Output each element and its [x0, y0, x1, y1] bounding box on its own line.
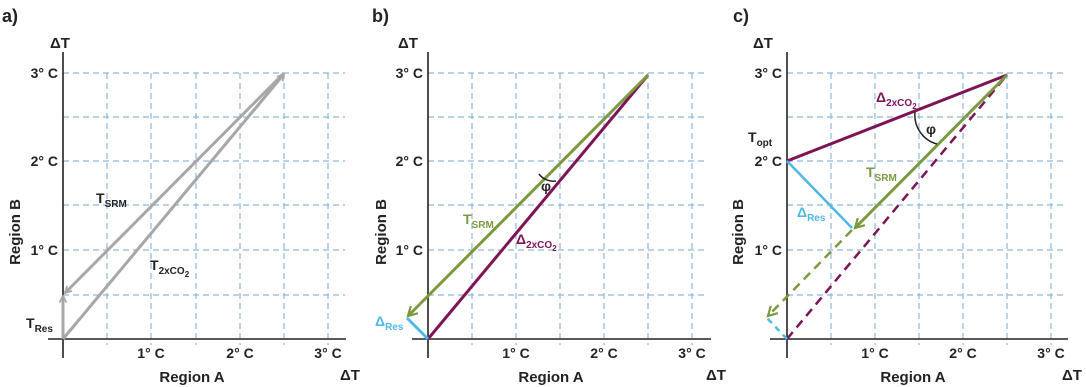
- delta2xco2-vector-b: [426, 74, 650, 340]
- x-axis-end-label-b: ΔT: [706, 367, 726, 384]
- y-tick-label: 2° C: [31, 153, 58, 169]
- tsrm-vector-b: [408, 73, 650, 316]
- delta2xco2-dashed-c: [786, 74, 1008, 340]
- panel-a: a) ΔT ΔT Region B Region A 1° C 2° C 3° …: [2, 6, 360, 386]
- tsrm-vector-c: [855, 73, 1009, 228]
- y-tick-label: 3° C: [755, 65, 782, 81]
- tsrm-label-b: TSRM: [463, 211, 494, 231]
- x-axis-title-a: Region A: [159, 369, 224, 386]
- y-tick-label: 2° C: [755, 153, 782, 169]
- topt-label-c: Topt: [748, 129, 773, 149]
- tsrm-label-c: TSRM: [866, 164, 897, 184]
- t2xco2-vector-a: [61, 74, 284, 340]
- x-tick-label: 2° C: [226, 345, 253, 361]
- tsrm-vector-a: [65, 71, 286, 293]
- y-axis-title-a: Region B: [7, 199, 24, 265]
- tres-label-a: TRes: [26, 315, 53, 335]
- delta2xco2-label-c: Δ2xCO2: [876, 89, 917, 111]
- angle-arc-c: [914, 111, 938, 145]
- deltares-label-c: ΔRes: [797, 204, 826, 224]
- x-tick-label: 2° C: [590, 345, 617, 361]
- panel-label-b: b): [372, 6, 389, 26]
- x-ticks-c: 1° C 2° C 3° C: [861, 345, 1064, 361]
- panel-label-c: c): [733, 6, 749, 26]
- x-tick-label: 1° C: [502, 345, 529, 361]
- x-tick-label: 3° C: [678, 345, 705, 361]
- y-ticks-c: 1° C 2° C 3° C: [755, 65, 782, 258]
- x-axis-title-c: Region A: [880, 369, 945, 386]
- y-tick-label: 1° C: [755, 242, 782, 258]
- x-tick-label: 3° C: [314, 345, 341, 361]
- panel-c: c) ΔT ΔT Region B Region A 1° C 2° C 3° …: [730, 6, 1082, 386]
- x-axis-title-b: Region A: [518, 369, 583, 386]
- y-tick-label: 3° C: [396, 65, 423, 81]
- grid-c: [787, 72, 1067, 345]
- t2xco2-label-a: T2xCO2: [150, 257, 190, 279]
- y-axis-top-label-a: ΔT: [50, 35, 70, 52]
- angle-label-c: φ: [926, 121, 936, 137]
- y-axis-top-label-b: ΔT: [398, 35, 418, 52]
- y-tick-label: 1° C: [31, 242, 58, 258]
- x-tick-label: 3° C: [1037, 345, 1064, 361]
- grid-b: [428, 72, 708, 345]
- x-axis-end-label-c: ΔT: [1062, 367, 1082, 384]
- x-axis-end-label-a: ΔT: [340, 367, 360, 384]
- y-tick-label: 2° C: [396, 153, 423, 169]
- y-tick-label: 3° C: [31, 65, 58, 81]
- deltares-vector-b: [405, 316, 430, 341]
- angle-label-b: φ: [541, 178, 551, 194]
- delta2xco2-label-b: Δ2xCO2: [516, 231, 557, 253]
- x-ticks-a: 1° C 2° C 3° C: [137, 345, 341, 361]
- deltares-vector-c: [786, 160, 853, 229]
- deltares-label-b: ΔRes: [375, 313, 404, 333]
- y-tick-label: 1° C: [396, 242, 423, 258]
- y-axis-top-label-c: ΔT: [753, 35, 773, 52]
- panel-label-a: a): [2, 6, 18, 26]
- y-axis-title-b: Region B: [373, 199, 390, 265]
- x-tick-label: 1° C: [861, 345, 888, 361]
- y-ticks-b: 1° C 2° C 3° C: [396, 65, 423, 258]
- angle-arc-b: [538, 173, 557, 182]
- deltares-dashed-c: [766, 317, 788, 340]
- y-ticks-a: 1° C 2° C 3° C: [31, 65, 58, 258]
- tsrm-label-a: TSRM: [96, 190, 127, 210]
- panel-b: b) ΔT ΔT Region B Region A 1° C 2° C 3° …: [372, 6, 726, 386]
- x-ticks-b: 1° C 2° C 3° C: [502, 345, 705, 361]
- x-tick-label: 1° C: [137, 345, 164, 361]
- delta2xco2-vector-c: [786, 73, 1008, 163]
- x-tick-label: 2° C: [949, 345, 976, 361]
- tsrm-dashed-c: [768, 229, 853, 316]
- y-axis-title-c: Region B: [730, 199, 747, 265]
